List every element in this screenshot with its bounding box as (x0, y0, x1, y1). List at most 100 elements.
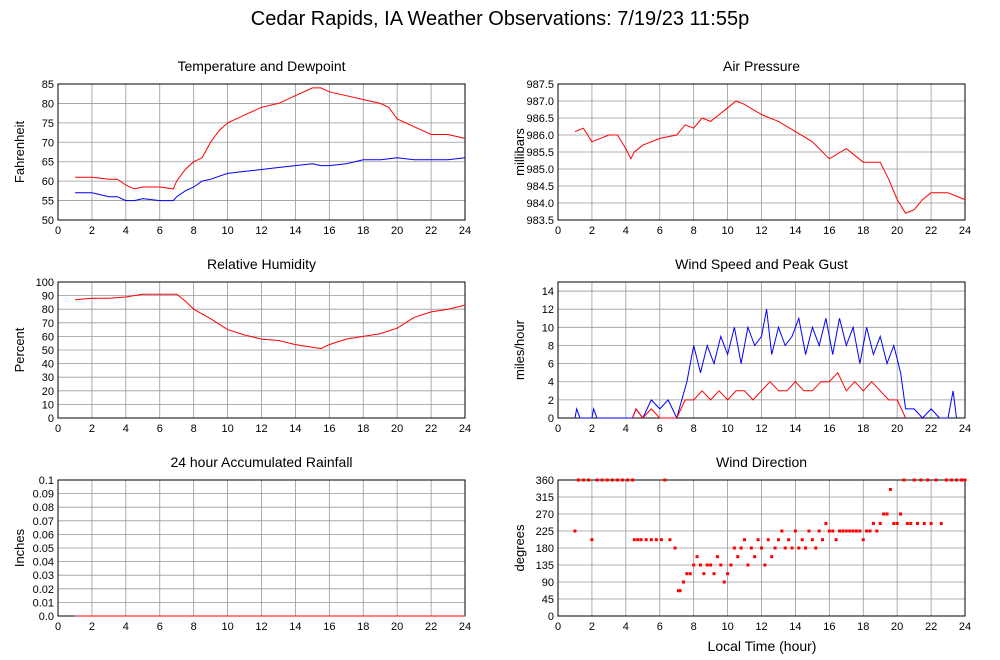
data-point (922, 521, 926, 525)
x-tick-label: 6 (157, 621, 163, 633)
data-point (773, 546, 777, 550)
data-point (797, 546, 801, 550)
y-tick-label: 4 (548, 377, 554, 389)
y-tick-label: 0 (548, 611, 554, 623)
x-tick-label: 22 (925, 621, 937, 633)
y-tick-label: 2 (548, 395, 554, 407)
y-tick-label: 50 (42, 215, 54, 227)
plot-frame (557, 479, 966, 617)
x-tick-label: 10 (721, 621, 733, 633)
y-tick-label: 315 (536, 492, 554, 504)
y-tick-label: 0 (48, 413, 54, 425)
x-tick-label: 12 (255, 423, 267, 435)
x-tick-label: 16 (323, 423, 335, 435)
y-axis-label: degrees (512, 524, 527, 571)
x-tick-label: 14 (789, 225, 801, 237)
y-tick-label: 135 (536, 560, 554, 572)
data-point (695, 555, 699, 559)
x-tick-label: 8 (191, 225, 197, 237)
data-point (892, 521, 896, 525)
y-tick-label: 0.09 (33, 489, 54, 501)
y-axis-label: Fahrenheit (12, 121, 27, 184)
x-tick-label: 4 (623, 225, 629, 237)
data-point (692, 563, 696, 567)
x-tick-label: 4 (123, 621, 129, 633)
data-point (838, 529, 842, 533)
data-point (817, 529, 821, 533)
y-tick-label: 986.0 (526, 130, 554, 142)
page-title: Cedar Rapids, IA Weather Observations: 7… (250, 8, 750, 30)
data-point (851, 529, 855, 533)
data-point (743, 538, 747, 542)
x-tick-label: 4 (123, 423, 129, 435)
x-axis-label: Local Time (hour) (708, 638, 817, 654)
data-point (939, 521, 943, 525)
x-tick-label: 8 (191, 621, 197, 633)
x-tick-label: 6 (157, 423, 163, 435)
x-tick-label: 24 (459, 621, 471, 633)
series-line-red (574, 100, 966, 214)
y-tick-label: 45 (542, 594, 554, 606)
data-point (776, 538, 780, 542)
data-point (600, 478, 604, 482)
x-tick-label: 6 (657, 621, 663, 633)
x-tick-label: 20 (891, 225, 903, 237)
x-tick-label: 18 (357, 225, 369, 237)
x-tick-label: 2 (589, 225, 595, 237)
x-tick-label: 24 (959, 225, 971, 237)
x-tick-label: 14 (289, 423, 301, 435)
plot-frame (57, 83, 466, 221)
data-point (770, 555, 774, 559)
y-tick-label: 0.06 (33, 529, 54, 541)
data-point (902, 478, 906, 482)
y-axis-label: miles/hour (512, 319, 527, 380)
x-tick-label: 18 (357, 423, 369, 435)
data-point (753, 555, 757, 559)
x-tick-label: 14 (289, 621, 301, 633)
y-tick-label: 40 (42, 359, 54, 371)
plot-frame (557, 83, 966, 221)
chart-title: Air Pressure (723, 58, 800, 74)
x-tick-label: 0 (55, 423, 61, 435)
data-point (595, 478, 599, 482)
x-tick-label: 2 (589, 621, 595, 633)
data-point (871, 521, 875, 525)
x-tick-label: 14 (789, 423, 801, 435)
data-point (827, 529, 831, 533)
x-tick-label: 0 (555, 225, 561, 237)
data-point (732, 546, 736, 550)
data-point (729, 563, 733, 567)
data-point (654, 538, 658, 542)
x-tick-label: 2 (89, 225, 95, 237)
data-point (929, 521, 933, 525)
data-point (868, 529, 872, 533)
data-point (685, 572, 689, 576)
series-line-red (74, 293, 466, 350)
data-point (576, 478, 580, 482)
x-tick-label: 22 (925, 423, 937, 435)
data-point (749, 546, 753, 550)
y-tick-label: 225 (536, 526, 554, 538)
data-point (944, 478, 948, 482)
data-point (649, 538, 653, 542)
data-point (949, 478, 953, 482)
x-tick-label: 8 (191, 423, 197, 435)
x-tick-label: 22 (425, 423, 437, 435)
data-point (766, 538, 770, 542)
data-point (673, 546, 677, 550)
x-tick-label: 12 (255, 621, 267, 633)
x-tick-label: 24 (459, 225, 471, 237)
y-tick-label: 70 (42, 137, 54, 149)
x-tick-label: 0 (555, 621, 561, 633)
x-tick-label: 18 (857, 423, 869, 435)
x-tick-label: 20 (891, 423, 903, 435)
x-tick-label: 6 (657, 423, 663, 435)
x-tick-label: 20 (391, 621, 403, 633)
data-point (963, 478, 967, 482)
x-tick-label: 20 (891, 621, 903, 633)
data-point (581, 478, 585, 482)
y-tick-label: 65 (42, 157, 54, 169)
data-point (663, 478, 667, 482)
